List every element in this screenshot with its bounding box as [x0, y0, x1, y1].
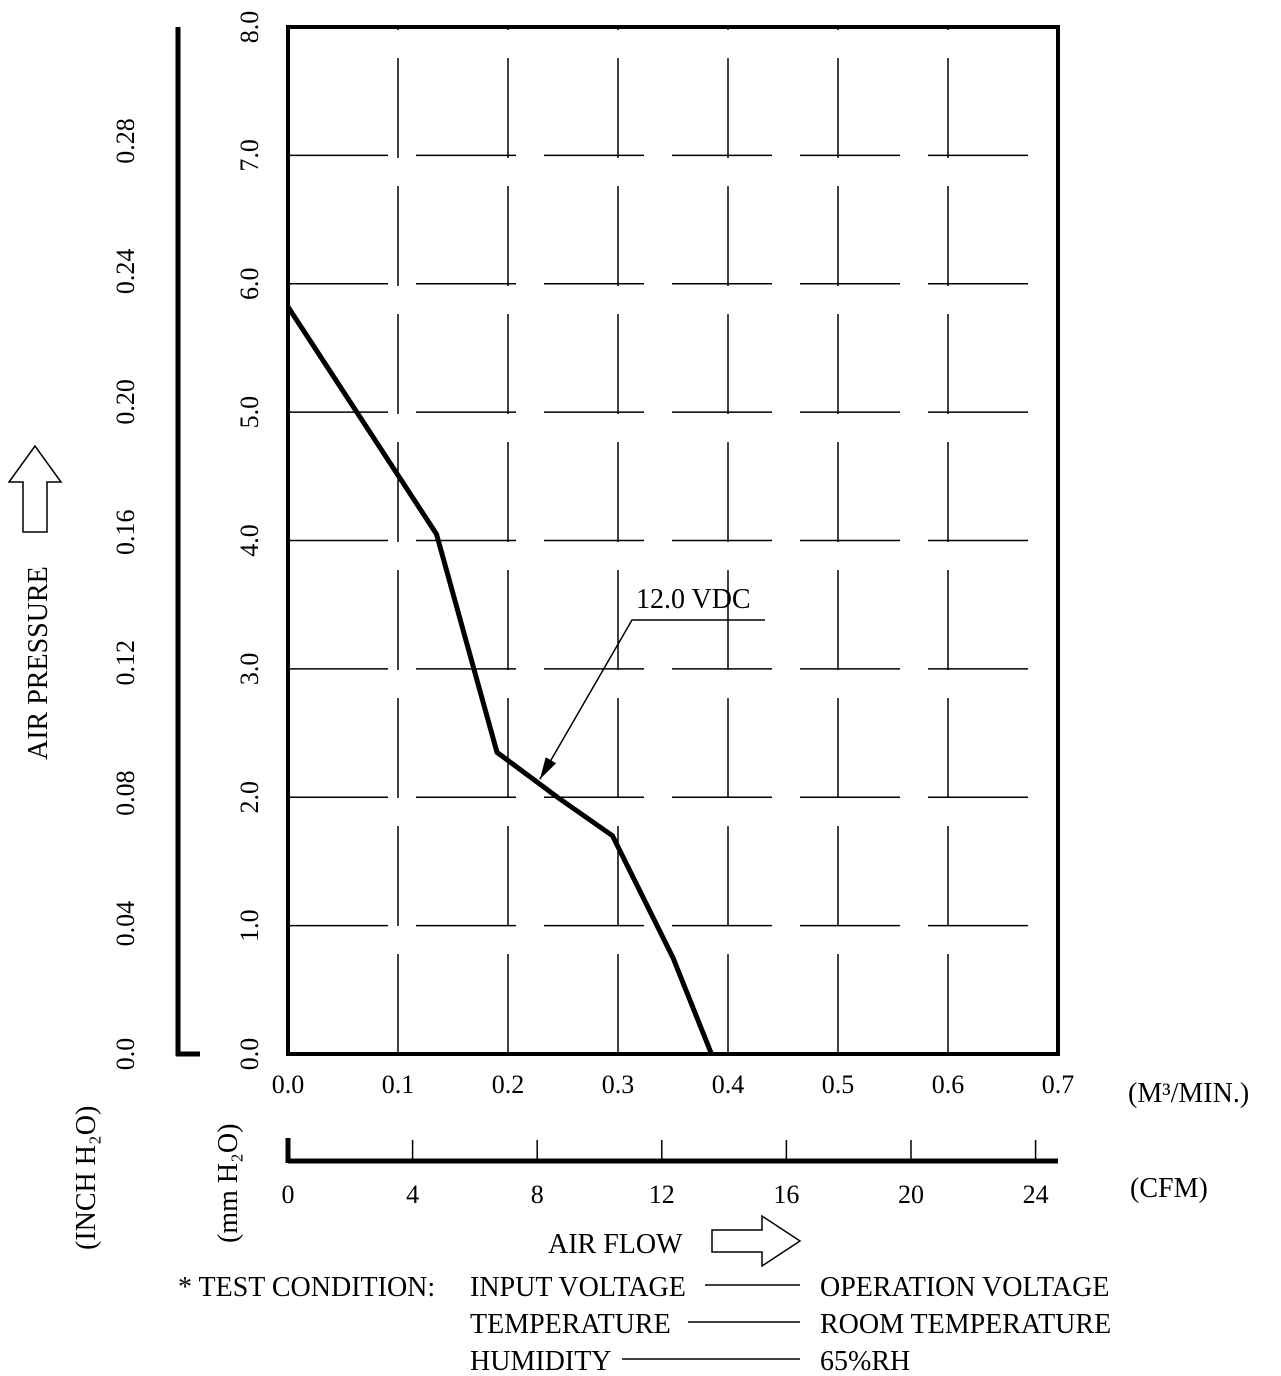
y-tick-label: 6.0: [235, 268, 264, 301]
inch-tick-label: 0.24: [111, 249, 140, 295]
x-tick-label: 0.1: [382, 1070, 415, 1099]
cfm-tick-label: 20: [898, 1180, 924, 1209]
series-label-12vdc: 12.0 VDC: [636, 584, 751, 615]
x-axis-label: AIR FLOW: [548, 1229, 683, 1260]
y-tick-label: 7.0: [235, 139, 264, 172]
cond-value-temperature: ROOM TEMPERATURE: [820, 1309, 1111, 1340]
cond-label-temperature: TEMPERATURE: [470, 1309, 671, 1340]
y-tick-label: 2.0: [235, 781, 264, 814]
cond-value-humidity: 65%RH: [820, 1346, 910, 1376]
cfm-tick-label: 4: [406, 1180, 419, 1209]
x-tick-label: 0.6: [932, 1070, 965, 1099]
y-tick-label: 5.0: [235, 396, 264, 429]
y-tick-label: 4.0: [235, 524, 264, 557]
y-unit-primary: (mm H₂O): [213, 1124, 244, 1243]
x-tick-label: 0.4: [712, 1070, 745, 1099]
y-tick-label: 8.0: [235, 11, 264, 44]
y-tick-label: 3.0: [235, 653, 264, 686]
grid: [288, 27, 1058, 1054]
arrow-up-icon: [7, 444, 63, 533]
y-tick-label: 1.0: [235, 909, 264, 942]
cfm-tick-label: 12: [649, 1180, 675, 1209]
x-tick-label: 0.0: [272, 1070, 305, 1099]
inch-tick-label: 0.16: [111, 510, 140, 556]
inch-tick-label: 0.28: [111, 118, 140, 164]
arrow-right-icon: [711, 1214, 802, 1268]
y-axis-label: AIR PRESSURE: [23, 566, 54, 760]
inch-tick-label: 0.0: [111, 1038, 140, 1071]
inch-tick-label: 0.20: [111, 379, 140, 425]
inch-tick-label: 0.08: [111, 770, 140, 816]
series-line-12vdc: [285, 305, 714, 1055]
test-condition-title: * TEST CONDITION:: [178, 1272, 435, 1303]
plot-frame: [286, 25, 1060, 1056]
annotation-arrowhead: [539, 757, 557, 780]
x-tick-label: 0.7: [1042, 1070, 1075, 1099]
cond-label-humidity: HUMIDITY: [470, 1346, 612, 1376]
x-unit-primary: (M³/MIN.): [1128, 1078, 1249, 1109]
cond-value-input-voltage: OPERATION VOLTAGE: [820, 1272, 1109, 1303]
cfm-tick-label: 24: [1023, 1180, 1049, 1209]
inch-tick-label: 0.04: [111, 901, 140, 947]
x-unit-secondary: (CFM): [1130, 1173, 1208, 1204]
annotation-leader: [539, 619, 765, 780]
x-tick-label: 0.5: [822, 1070, 855, 1099]
x-tick-label: 0.3: [602, 1070, 635, 1099]
cfm-tick-label: 8: [531, 1180, 544, 1209]
inch-tick-label: 0.12: [111, 640, 140, 686]
cfm-tick-label: 16: [773, 1180, 799, 1209]
cfm-tick-label: 0: [282, 1180, 295, 1209]
x-tick-label: 0.2: [492, 1070, 525, 1099]
cond-label-input-voltage: INPUT VOLTAGE: [470, 1272, 686, 1303]
y-unit-secondary: (INCH H₂O): [71, 1106, 102, 1250]
y-tick-label: 0.0: [235, 1038, 264, 1071]
test-condition: * TEST CONDITION: INPUT VOLTAGE OPERATIO…: [178, 1272, 1111, 1376]
